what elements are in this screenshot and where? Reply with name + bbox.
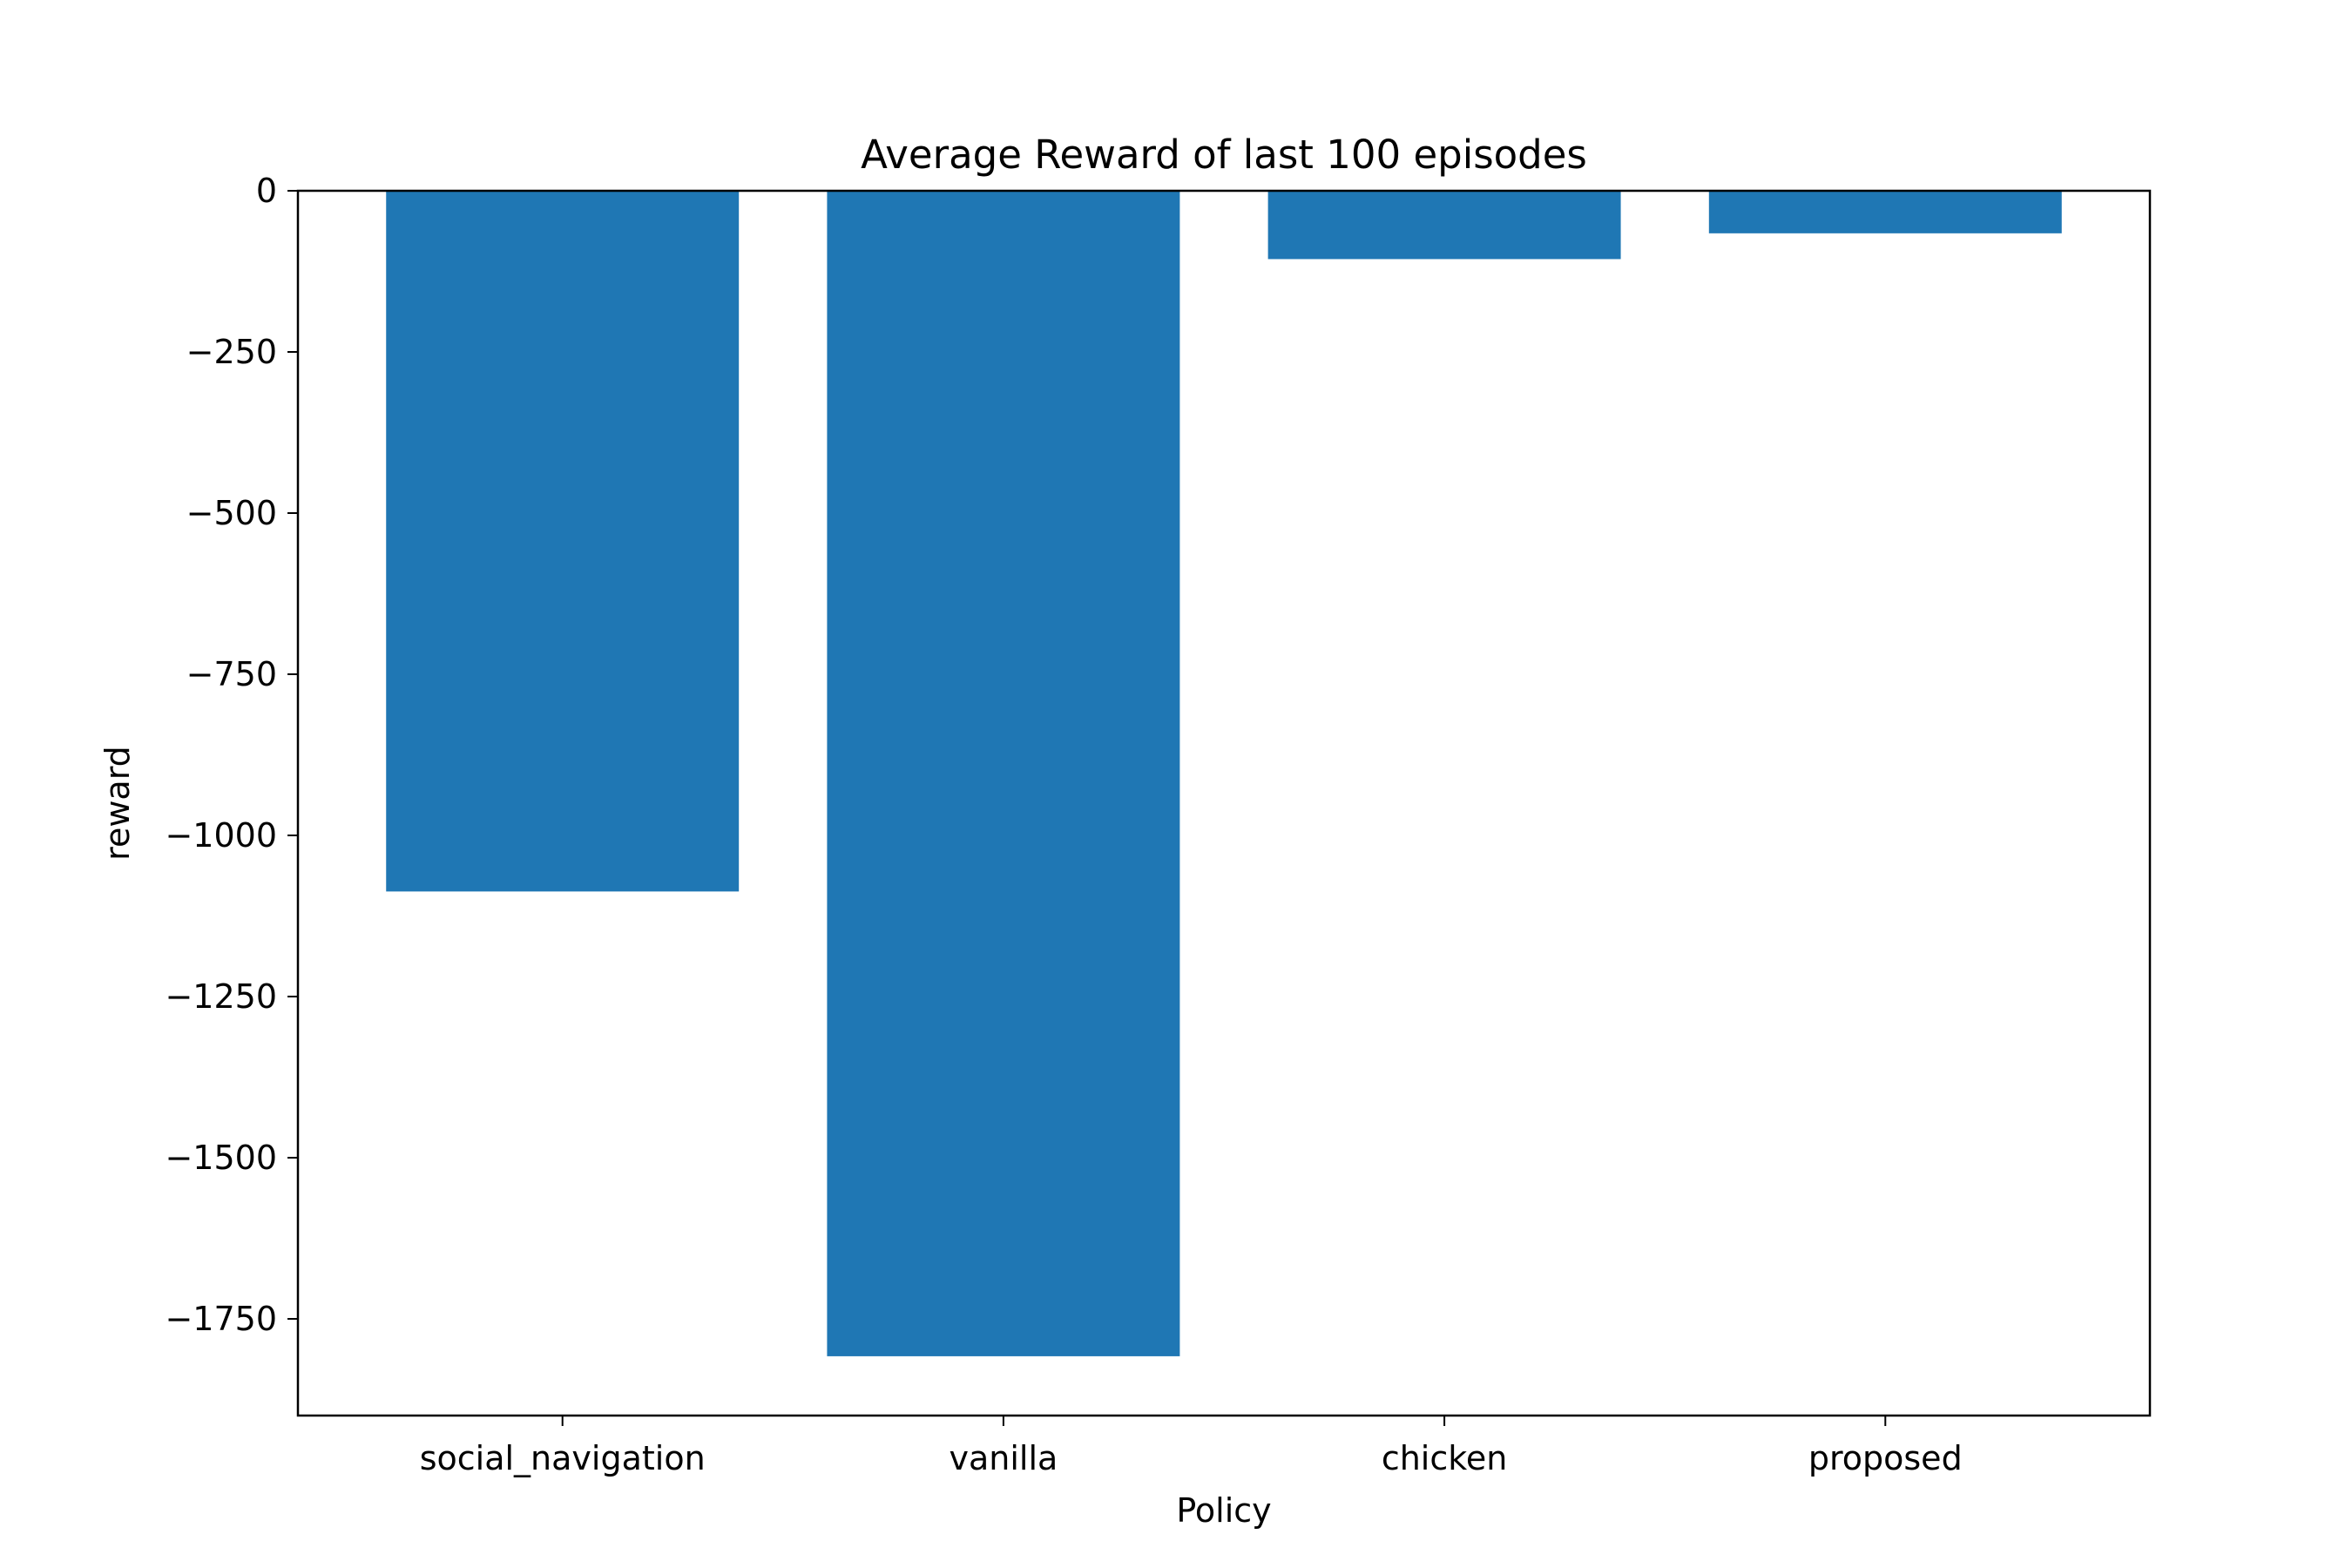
x-ticks-group: social_navigation vanilla chicken proposed bbox=[420, 1416, 1963, 1477]
bar-vanilla bbox=[827, 191, 1180, 1356]
chart-title: Average Reward of last 100 episodes bbox=[861, 132, 1587, 178]
y-tick-label: 0 bbox=[256, 172, 277, 210]
y-ticks-group: 0 −250 −500 −750 −1000 −1250 −1500 −1750 bbox=[165, 172, 298, 1338]
x-axis-label: Policy bbox=[1176, 1491, 1271, 1530]
x-tick-label: social_navigation bbox=[420, 1439, 706, 1477]
bar-social-navigation bbox=[386, 191, 740, 892]
y-tick-label: −1750 bbox=[165, 1300, 277, 1338]
y-tick-label: −500 bbox=[186, 494, 277, 532]
x-tick-label: proposed bbox=[1808, 1439, 1963, 1477]
bar-chicken bbox=[1267, 191, 1621, 260]
x-tick-label: chicken bbox=[1382, 1439, 1508, 1477]
y-tick-label: −250 bbox=[186, 333, 277, 371]
plot-frame bbox=[296, 189, 2152, 1417]
y-tick-label: −1500 bbox=[165, 1139, 277, 1177]
y-tick-label: −1250 bbox=[165, 977, 277, 1016]
y-tick-label: −750 bbox=[186, 655, 277, 693]
bar-proposed bbox=[1708, 191, 2062, 233]
x-tick-label: vanilla bbox=[949, 1439, 1058, 1477]
y-axis-label: reward bbox=[98, 746, 137, 861]
bars-group bbox=[386, 191, 2062, 1356]
y-tick-label: −1000 bbox=[165, 816, 277, 855]
